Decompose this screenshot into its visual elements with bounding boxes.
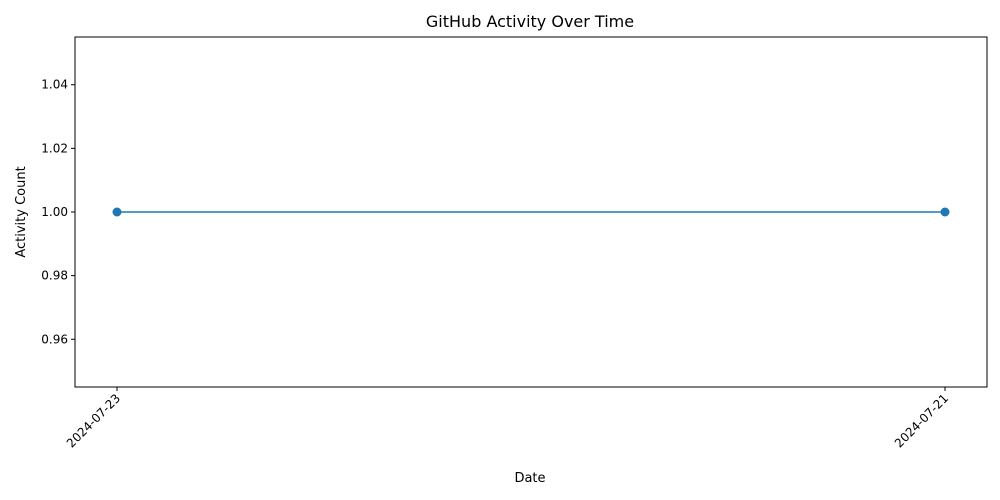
- y-tick-label: 0.98: [41, 269, 68, 283]
- x-axis-label: Date: [514, 471, 545, 486]
- chart-title: GitHub Activity Over Time: [426, 12, 634, 31]
- y-tick-label: 1.00: [41, 205, 68, 219]
- y-axis-label: Activity Count: [14, 166, 29, 257]
- y-tick-label: 1.04: [41, 78, 68, 92]
- plot-area: [112, 207, 950, 217]
- y-tick-label: 1.02: [41, 141, 68, 155]
- data-point: [112, 207, 122, 217]
- y-tick-label: 0.96: [41, 332, 68, 346]
- data-point: [940, 207, 950, 217]
